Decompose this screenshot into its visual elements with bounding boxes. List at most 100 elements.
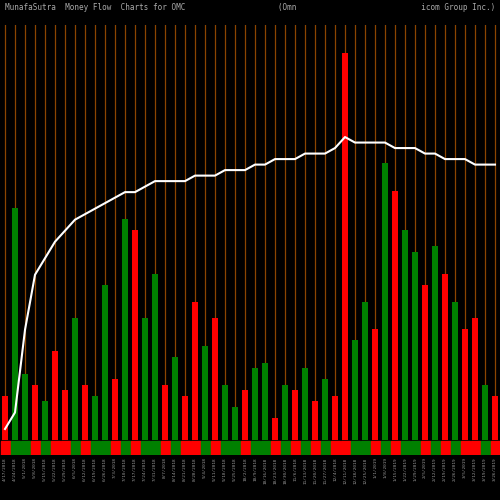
Text: 8/21/2018: 8/21/2018 <box>183 457 187 481</box>
Bar <box>472 318 478 440</box>
Bar <box>270 441 280 456</box>
Bar <box>92 396 98 440</box>
Bar <box>102 285 108 440</box>
Text: 11/13/2018: 11/13/2018 <box>303 457 307 483</box>
Bar <box>70 441 80 456</box>
Bar <box>382 164 388 440</box>
Bar <box>432 246 438 440</box>
Bar <box>482 384 488 440</box>
Bar <box>32 384 38 440</box>
Text: 12/25/2018: 12/25/2018 <box>363 457 367 483</box>
Bar <box>50 441 59 456</box>
Bar <box>162 384 168 440</box>
Bar <box>332 396 338 440</box>
Text: 3/5/2019: 3/5/2019 <box>463 457 467 478</box>
Bar <box>150 441 160 456</box>
Text: 3/19/2019: 3/19/2019 <box>483 457 487 481</box>
Bar <box>52 352 58 440</box>
Text: 1/22/2019: 1/22/2019 <box>403 457 407 481</box>
Bar <box>2 396 8 440</box>
Text: 12/4/2018: 12/4/2018 <box>333 457 337 481</box>
Text: 8/28/2018: 8/28/2018 <box>193 457 197 481</box>
Bar <box>462 330 468 440</box>
Bar <box>0 441 10 456</box>
Text: 3/26/2019: 3/26/2019 <box>493 457 497 481</box>
Bar <box>12 208 18 440</box>
Text: 2/19/2019: 2/19/2019 <box>443 457 447 481</box>
Bar <box>402 230 408 440</box>
Bar <box>470 441 480 456</box>
Bar <box>342 52 348 440</box>
Bar <box>372 330 378 440</box>
Bar <box>142 318 148 440</box>
Bar <box>172 357 178 440</box>
Text: 9/11/2018: 9/11/2018 <box>213 457 217 481</box>
Bar <box>292 390 298 440</box>
Bar <box>490 441 500 456</box>
Bar <box>42 402 48 440</box>
Text: 12/18/2018: 12/18/2018 <box>353 457 357 483</box>
Text: MunafaSutra  Money Flow  Charts for OMC                    (Omn                 : MunafaSutra Money Flow Charts for OMC (O… <box>5 2 500 12</box>
Bar <box>390 441 400 456</box>
Bar <box>480 441 490 456</box>
Bar <box>240 441 250 456</box>
Text: 8/14/2018: 8/14/2018 <box>173 457 177 481</box>
Bar <box>250 441 260 456</box>
Bar <box>180 441 190 456</box>
Bar <box>312 402 318 440</box>
Bar <box>260 441 270 456</box>
Bar <box>242 390 248 440</box>
Bar <box>300 441 310 456</box>
Text: 6/19/2018: 6/19/2018 <box>93 457 97 481</box>
Text: 7/10/2018: 7/10/2018 <box>123 457 127 481</box>
Text: 10/2/2018: 10/2/2018 <box>243 457 247 481</box>
Text: 6/26/2018: 6/26/2018 <box>103 457 107 481</box>
Bar <box>90 441 100 456</box>
Bar <box>362 302 368 440</box>
Bar <box>330 441 340 456</box>
Text: 5/15/2018: 5/15/2018 <box>43 457 47 481</box>
Bar <box>222 384 228 440</box>
Text: 11/27/2018: 11/27/2018 <box>323 457 327 483</box>
Text: 9/18/2018: 9/18/2018 <box>223 457 227 481</box>
Bar <box>120 441 130 456</box>
Bar <box>72 318 78 440</box>
Bar <box>410 441 420 456</box>
Text: 5/22/2018: 5/22/2018 <box>53 457 57 481</box>
Text: 11/20/2018: 11/20/2018 <box>313 457 317 483</box>
Text: 2/5/2019: 2/5/2019 <box>423 457 427 478</box>
Bar <box>80 441 90 456</box>
Bar <box>282 384 288 440</box>
Bar <box>62 390 68 440</box>
Text: 10/16/2018: 10/16/2018 <box>263 457 267 483</box>
Bar <box>280 441 289 456</box>
Text: 11/6/2018: 11/6/2018 <box>293 457 297 481</box>
Text: 7/3/2018: 7/3/2018 <box>113 457 117 478</box>
Bar <box>442 274 448 440</box>
Bar <box>122 218 128 440</box>
Bar <box>360 441 370 456</box>
Text: 1/8/2019: 1/8/2019 <box>383 457 387 478</box>
Text: 6/12/2018: 6/12/2018 <box>83 457 87 481</box>
Text: 5/8/2018: 5/8/2018 <box>33 457 37 478</box>
Bar <box>272 418 278 440</box>
Text: 7/17/2018: 7/17/2018 <box>133 457 137 481</box>
Text: 7/24/2018: 7/24/2018 <box>143 457 147 481</box>
Bar <box>230 441 239 456</box>
Bar <box>492 396 498 440</box>
Text: 12/11/2018: 12/11/2018 <box>343 457 347 483</box>
Bar <box>252 368 258 440</box>
Text: 7/31/2018: 7/31/2018 <box>153 457 157 481</box>
Bar <box>320 441 330 456</box>
Bar <box>302 368 308 440</box>
Bar <box>20 441 30 456</box>
Text: 10/30/2018: 10/30/2018 <box>283 457 287 483</box>
Bar <box>352 340 358 440</box>
Bar <box>182 396 188 440</box>
Bar <box>232 407 238 440</box>
Bar <box>452 302 458 440</box>
Bar <box>60 441 70 456</box>
Bar <box>170 441 179 456</box>
Bar <box>190 441 200 456</box>
Bar <box>130 441 140 456</box>
